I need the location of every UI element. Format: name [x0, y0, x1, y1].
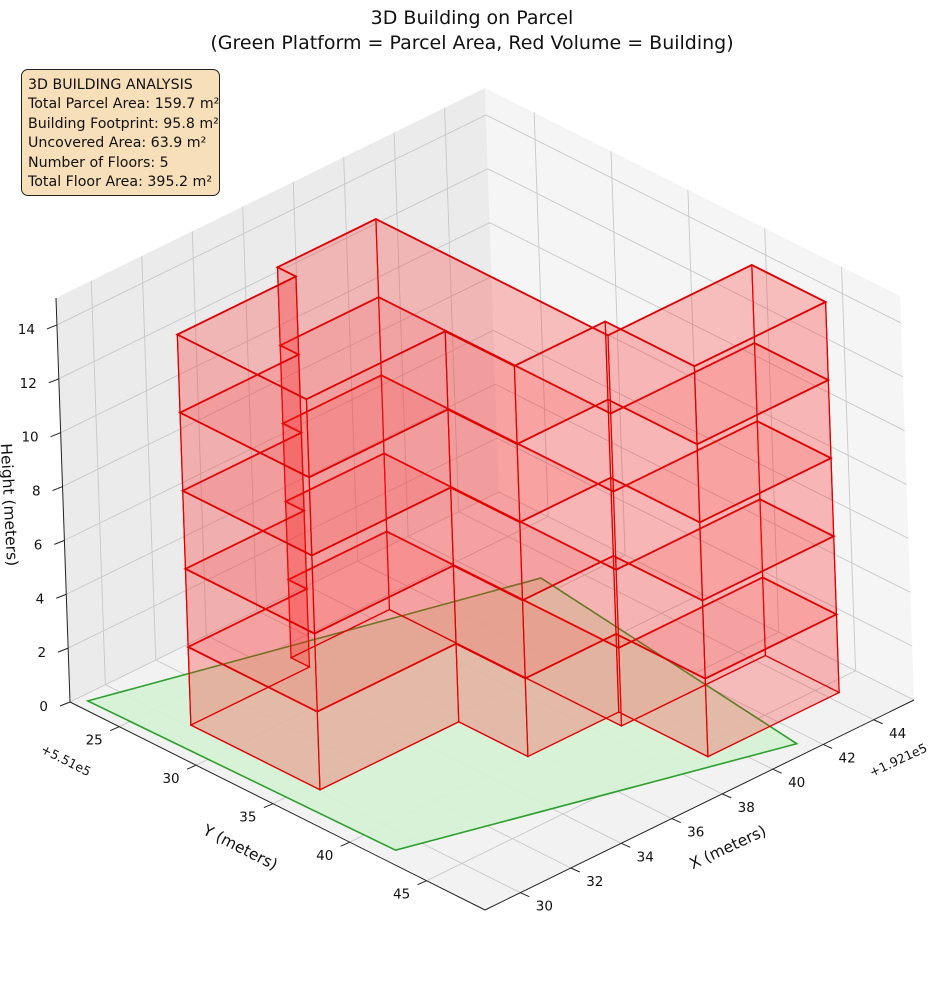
- z-tick: [57, 647, 69, 653]
- x-offset-label: +1.921e5: [867, 740, 929, 780]
- z-tick: [52, 486, 63, 491]
- info-line: Building Footprint: 95.8 m²: [28, 115, 219, 132]
- z-tick-label: 0: [39, 699, 48, 715]
- building-floor-slab: [175, 218, 828, 401]
- parcel-polygon: [85, 577, 799, 852]
- grid-line: [69, 491, 500, 703]
- x-tick: [520, 892, 530, 898]
- x-tick: [570, 867, 581, 873]
- z-tick-label: 4: [36, 591, 45, 607]
- grid-line: [458, 511, 874, 721]
- x-tick: [722, 793, 732, 799]
- x-tick: [873, 719, 883, 725]
- building-footprint: [189, 608, 841, 791]
- x-tick-label: 44: [889, 726, 906, 742]
- grid-line: [343, 157, 359, 562]
- z-tick-label: 12: [20, 376, 37, 392]
- grid-line: [444, 107, 460, 512]
- grid-line: [533, 112, 549, 517]
- z-tick: [56, 593, 67, 599]
- x-tick-label: 32: [586, 874, 603, 890]
- y-tick-label: 35: [239, 810, 256, 826]
- y-tick-label: 40: [316, 848, 333, 864]
- y-tick-label: 30: [162, 771, 179, 787]
- grid-line: [489, 222, 905, 432]
- building-analysis-info-box: 3D BUILDING ANALYSIS Total Parcel Area: …: [21, 69, 220, 196]
- x-tick-label: 30: [536, 899, 553, 915]
- x-tick-label: 42: [839, 750, 856, 766]
- grid-line: [841, 266, 857, 671]
- y-axis-line: [69, 701, 486, 911]
- grid-line: [90, 280, 106, 685]
- grid-line: [58, 168, 488, 380]
- grid-line: [393, 132, 409, 537]
- z-tick-label: 2: [38, 645, 47, 661]
- info-line: 3D BUILDING ANALYSIS: [28, 77, 193, 93]
- grid-line: [64, 329, 494, 541]
- x-tick-label: 40: [788, 775, 805, 791]
- x-tick: [822, 744, 833, 749]
- z-tick: [54, 539, 65, 545]
- right-pane: [485, 88, 914, 700]
- grid-line: [62, 276, 492, 487]
- z-tick-label: 14: [18, 322, 35, 338]
- x-tick: [671, 818, 681, 824]
- x-tick: [772, 768, 782, 774]
- y-axis-label: Y (meters): [199, 821, 280, 874]
- x-tick-label: 34: [637, 849, 654, 865]
- axis-lines: [55, 297, 915, 911]
- chart-subtitle: (Green Platform = Parcel Area, Red Volum…: [210, 32, 734, 54]
- y-tick-label: 45: [393, 887, 410, 903]
- grid-line: [66, 383, 496, 595]
- z-tick: [48, 378, 59, 384]
- z-tick-label: 8: [32, 484, 41, 500]
- z-tick-label: 10: [21, 430, 38, 446]
- info-line: Number of Floors: 5: [28, 154, 169, 171]
- z-axis-line: [55, 297, 71, 703]
- chart-title: 3D Building on Parcel: [370, 7, 574, 29]
- y-tick: [109, 726, 120, 732]
- z-tick-label: 6: [34, 537, 43, 553]
- x-tick-label: 36: [687, 825, 704, 841]
- z-tick: [50, 432, 61, 438]
- y-tick-label: 25: [86, 733, 103, 749]
- grid-line: [242, 206, 258, 611]
- tick-marks: [46, 324, 883, 898]
- grid-line: [56, 114, 487, 326]
- z-axis-label: Height (meters): [0, 443, 21, 567]
- z-tick: [59, 701, 71, 707]
- z-tick: [46, 324, 58, 330]
- grid-line: [485, 114, 902, 324]
- y-tick: [340, 841, 350, 847]
- grid-line: [496, 437, 913, 647]
- info-line: Uncovered Area: 63.9 m²: [28, 135, 207, 152]
- x-axis-line: [484, 699, 915, 911]
- grid-line: [141, 255, 157, 661]
- building-volume: [175, 218, 841, 791]
- grid-line: [487, 168, 904, 378]
- x-tick: [621, 842, 631, 848]
- left-pane: [56, 88, 499, 702]
- info-line: Total Parcel Area: 159.7 m²: [28, 96, 220, 113]
- grid-line: [493, 329, 909, 539]
- grid-line: [191, 231, 207, 636]
- x-tick-label: 38: [738, 800, 755, 816]
- grid-line: [67, 437, 498, 649]
- info-line: Total Floor Area: 395.2 m²: [28, 174, 213, 191]
- parcel-platform: [85, 577, 799, 852]
- y-tick: [186, 764, 197, 770]
- grid-line: [495, 383, 911, 593]
- grid-line: [60, 222, 490, 434]
- y-tick: [417, 880, 427, 886]
- y-tick: [263, 803, 274, 809]
- grid-line: [498, 491, 915, 701]
